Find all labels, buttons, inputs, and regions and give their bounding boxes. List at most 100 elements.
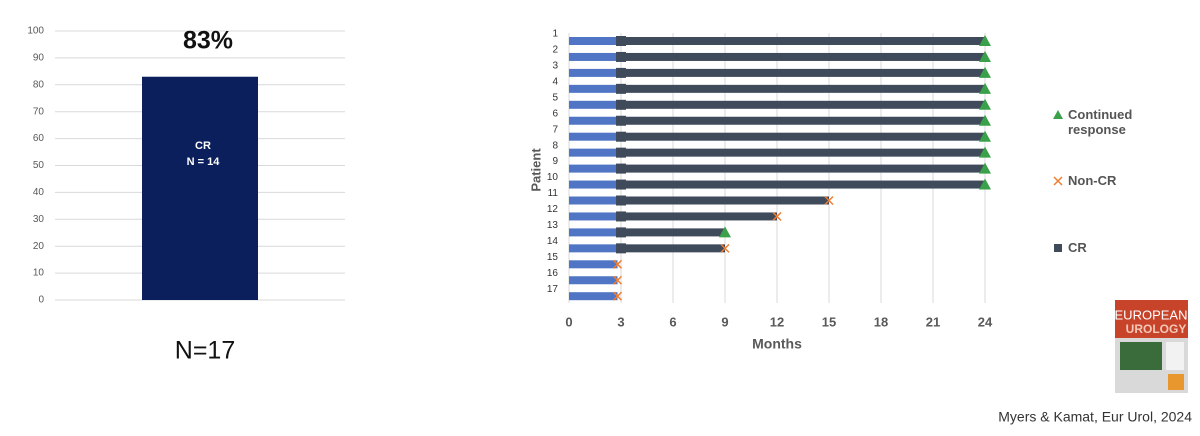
bar-label: CR [195,140,211,152]
response-bar [621,148,985,157]
induction-bar [569,84,618,93]
end-marker [720,243,730,253]
x-tick-label: 0 [565,314,572,329]
cr-marker [616,67,626,78]
end-marker [613,259,623,269]
cover-title: UROLOGY [1126,322,1187,336]
y-tick-label: 90 [33,53,45,64]
cover-figure [1166,342,1184,370]
y-tick-label: 60 [33,133,45,144]
cr-marker [616,211,626,222]
induction-bar [569,196,618,205]
response-bar [621,244,725,253]
induction-bar [569,164,618,173]
end-marker [979,146,991,158]
cr-marker [616,115,626,126]
legend-swatch [1054,244,1062,252]
bar [142,76,258,300]
legend-label: Non-CR [1068,173,1117,188]
end-marker [979,130,991,142]
y-tick-label: 2 [552,45,558,56]
x-tick-label: 9 [721,314,728,329]
x-tick-label: 12 [770,314,784,329]
y-tick-label: 50 [33,160,45,171]
legend-swatch [1053,110,1063,119]
y-tick-label: 100 [27,26,44,37]
x-tick-label: 24 [978,314,993,329]
end-marker [613,275,623,285]
y-tick-label: 4 [552,76,558,87]
induction-bar [569,228,618,237]
response-bar [621,132,985,141]
legend-label: CR [1068,240,1087,255]
induction-bar [569,260,618,269]
y-tick-label: 11 [548,188,559,199]
y-tick-label: 10 [33,268,45,279]
cr-marker [616,51,626,62]
response-bar [621,116,985,125]
citation: Myers & Kamat, Eur Urol, 2024 [998,409,1192,425]
y-tick-label: 5 [552,92,558,103]
y-tick-label: 30 [33,214,45,225]
response-bar [621,164,985,173]
induction-bar [569,212,618,221]
legend-swatch [1053,176,1063,186]
cr-marker [616,99,626,110]
induction-bar [569,116,618,125]
journal-cover: EUROPEAN UROLOGY [1115,300,1188,393]
y-tick-label: 16 [547,268,559,279]
induction-bar [569,292,618,301]
cr-marker [616,163,626,174]
end-marker [824,195,834,206]
response-bar [621,37,985,45]
cr-marker [616,179,626,190]
cover-figure [1120,342,1162,370]
x-tick-label: 6 [669,314,676,329]
legend-label: Continued response [1068,107,1133,137]
cr-marker [616,147,626,158]
y-tick-label: 0 [38,295,44,306]
cr-marker [616,243,626,254]
y-tick-label: 12 [547,204,559,215]
bar-label: N = 14 [187,156,221,168]
induction-bar [569,100,618,109]
end-marker [979,50,991,62]
end-marker [772,211,782,221]
y-tick-label: 10 [547,172,559,183]
response-bar [621,228,725,237]
y-tick-label: 80 [33,79,45,90]
value-label: 83% [183,27,233,55]
cr-marker [616,227,626,238]
induction-bar [569,37,618,45]
end-marker [979,114,991,126]
end-marker [979,66,991,78]
cr-marker [616,131,626,142]
y-tick-label: 17 [547,284,559,295]
cr-marker [616,195,626,206]
footnote: N=17 [175,337,235,365]
response-bar [621,52,985,61]
y-tick-label: 15 [547,252,559,263]
y-tick-label: 8 [552,140,558,151]
y-tick-label: 1 [552,29,558,40]
y-tick-label: 13 [547,220,559,231]
y-axis-label: Patient [528,148,543,192]
x-axis-label: Months [752,336,802,352]
induction-bar [569,244,618,253]
end-marker [979,162,991,174]
y-tick-label: 6 [552,108,558,119]
x-tick-label: 18 [874,314,888,329]
end-marker [979,98,991,110]
end-marker [979,35,991,46]
induction-bar [569,68,618,77]
y-tick-label: 7 [552,124,558,135]
y-tick-label: 14 [547,236,559,247]
induction-bar [569,276,618,285]
x-tick-label: 21 [926,314,940,329]
cr-marker [616,83,626,94]
induction-bar [569,132,618,141]
end-marker [979,178,991,190]
induction-bar [569,148,618,157]
